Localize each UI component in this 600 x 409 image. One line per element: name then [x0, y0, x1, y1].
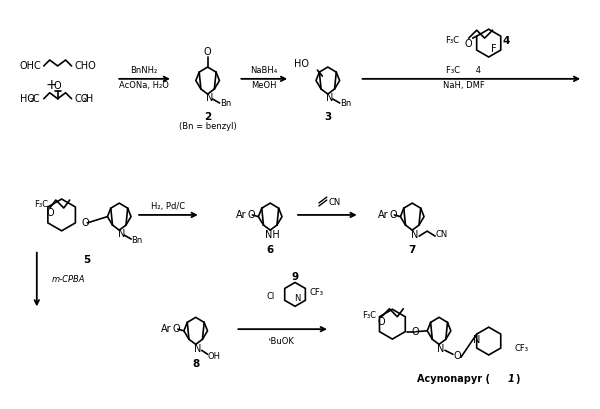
Text: OH: OH — [207, 352, 220, 361]
Text: 7: 7 — [409, 245, 416, 255]
Text: N: N — [473, 335, 481, 345]
Text: NH: NH — [265, 230, 280, 240]
Text: Bn: Bn — [220, 99, 231, 108]
Text: N: N — [194, 344, 202, 354]
Text: MeOH: MeOH — [251, 81, 277, 90]
Text: H₂, Pd/C: H₂, Pd/C — [151, 202, 185, 211]
Text: BnNH₂: BnNH₂ — [130, 66, 158, 75]
Text: N: N — [437, 344, 445, 354]
Text: O: O — [54, 81, 61, 91]
Text: F₃C      4: F₃C 4 — [446, 66, 481, 75]
Text: CO: CO — [74, 94, 89, 104]
Text: ₂H: ₂H — [82, 94, 94, 104]
Text: 2: 2 — [204, 112, 211, 121]
Text: F₃C: F₃C — [445, 36, 459, 45]
Text: Bn: Bn — [340, 99, 352, 108]
Text: HO: HO — [20, 94, 35, 104]
Text: N: N — [326, 93, 334, 103]
Text: CF₃: CF₃ — [310, 288, 323, 297]
Text: OHC: OHC — [20, 61, 41, 71]
Text: HO: HO — [295, 59, 310, 69]
Text: 6: 6 — [266, 245, 274, 255]
Text: Cl: Cl — [266, 292, 275, 301]
Text: Acynonapyr (: Acynonapyr ( — [418, 374, 490, 384]
Text: AcONa, H₂O: AcONa, H₂O — [119, 81, 169, 90]
Text: CHO: CHO — [74, 61, 96, 71]
Text: Ar: Ar — [161, 324, 172, 334]
Text: O: O — [389, 210, 397, 220]
Text: F: F — [491, 44, 496, 54]
Text: N: N — [410, 230, 418, 240]
Text: 1: 1 — [507, 374, 514, 384]
Text: CN: CN — [436, 229, 448, 238]
Text: Bn: Bn — [131, 236, 143, 245]
Text: m-CPBA: m-CPBA — [52, 275, 85, 284]
Text: NaBH₄: NaBH₄ — [251, 66, 278, 75]
Text: N: N — [118, 229, 125, 239]
Text: CN: CN — [329, 198, 341, 207]
Text: ): ) — [515, 374, 520, 384]
Text: 9: 9 — [292, 272, 299, 281]
Text: O: O — [204, 47, 211, 57]
Text: 3: 3 — [324, 112, 331, 121]
Text: +: + — [46, 78, 58, 92]
Text: ᵗBuOK: ᵗBuOK — [269, 337, 295, 346]
Text: NaH, DMF: NaH, DMF — [443, 81, 485, 90]
Text: F₃C: F₃C — [362, 311, 376, 320]
Text: O: O — [411, 327, 419, 337]
Text: Ar: Ar — [377, 210, 388, 220]
Text: ₂C: ₂C — [30, 94, 40, 104]
Text: O: O — [82, 218, 89, 228]
Text: O: O — [247, 210, 255, 220]
Text: F₃C: F₃C — [34, 200, 48, 209]
Text: Ar: Ar — [235, 210, 246, 220]
Text: 4: 4 — [503, 36, 510, 46]
Text: N: N — [294, 294, 300, 303]
Text: 5: 5 — [83, 255, 90, 265]
Text: N: N — [206, 93, 214, 103]
Text: O: O — [453, 351, 461, 361]
Text: O: O — [377, 317, 385, 327]
Text: CF₃: CF₃ — [515, 344, 529, 353]
Text: (Bn = benzyl): (Bn = benzyl) — [179, 122, 236, 131]
Text: O: O — [173, 324, 181, 334]
Text: O: O — [46, 208, 53, 218]
Text: 8: 8 — [192, 359, 199, 369]
Text: O: O — [465, 39, 473, 49]
